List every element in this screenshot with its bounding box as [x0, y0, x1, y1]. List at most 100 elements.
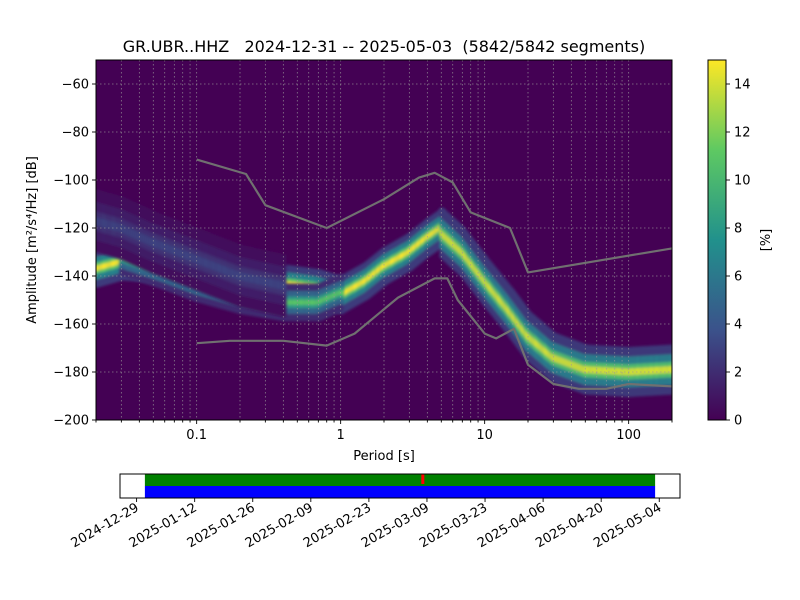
x-axis-label: Period [s]	[353, 449, 415, 464]
y-tick-label: −180	[53, 366, 89, 381]
timeline-ticks: 2024-12-292025-01-122025-01-262025-02-09…	[69, 498, 664, 551]
timeline-frame	[119, 473, 681, 499]
low-noise-model-line	[196, 277, 672, 390]
colorbar-tick-label: 12	[734, 126, 751, 141]
x-axis: 0.1 1 10 100	[95, 420, 673, 443]
density-cell	[632, 368, 638, 375]
x-tick-label: 10	[476, 428, 493, 443]
density-cell	[183, 250, 189, 260]
density-cell	[219, 264, 224, 273]
density-cell	[251, 274, 257, 284]
density-cell	[278, 280, 284, 290]
x-tick-label: 100	[616, 428, 641, 443]
density-cell	[664, 366, 670, 374]
density-cell	[618, 368, 624, 375]
density-cell	[621, 368, 627, 375]
x-tick-label: 1	[337, 428, 345, 443]
density-cell	[594, 366, 600, 374]
colorbar-tick-label: 2	[734, 366, 742, 381]
density-cell	[235, 270, 241, 280]
density-cell	[651, 367, 656, 374]
density-cell	[197, 256, 203, 265]
density-cell	[615, 368, 621, 375]
density-cell	[167, 244, 173, 253]
density-cell	[653, 367, 659, 374]
density-layer	[96, 189, 672, 397]
colorbar-tick-label: 0	[734, 414, 742, 429]
y-axis-label: Amplitude [m²/s⁴/Hz] [dB]	[25, 156, 40, 324]
density-cell	[243, 273, 249, 282]
density-cell	[629, 368, 635, 376]
density-cell	[181, 249, 187, 259]
density-cell	[202, 258, 208, 267]
density-cell	[156, 240, 162, 249]
density-cell	[164, 243, 170, 252]
timeline-bar-top	[144, 474, 656, 486]
density-cell	[645, 367, 651, 375]
density-cell	[221, 265, 227, 274]
density-cell	[191, 253, 197, 263]
y-tick-label: −200	[53, 414, 89, 429]
density-cell	[205, 259, 211, 268]
timeline-bar-bottom	[144, 486, 656, 498]
density-cell	[667, 366, 672, 374]
density-cell	[267, 278, 273, 287]
y-tick-label: −100	[53, 174, 89, 189]
density-cell	[210, 261, 216, 270]
grid-layer	[95, 60, 673, 421]
colorbar-label: [%]	[759, 229, 774, 252]
density-cell	[265, 277, 271, 287]
density-ridge	[439, 207, 672, 397]
density-cell	[642, 367, 648, 375]
y-tick-label: −140	[53, 270, 89, 285]
density-cell	[254, 275, 260, 284]
density-cell	[583, 366, 589, 373]
y-tick-label: −80	[62, 126, 89, 141]
density-cell	[262, 277, 268, 286]
density-cell	[213, 262, 219, 271]
density-cell	[637, 368, 643, 375]
y-axis: −60 −80 −100 −120 −140 −160 −180 −200	[53, 78, 96, 429]
x-tick-label: 0.1	[186, 428, 207, 443]
colorbar: 0 2 4 6 8 10 12 14 [%]	[707, 59, 774, 429]
timeline: 2024-12-292025-01-122025-01-262025-02-09…	[69, 473, 681, 551]
density-cell	[338, 290, 344, 296]
colorbar-tick-label: 4	[734, 318, 742, 333]
timeline-marker	[421, 474, 425, 484]
density-cell	[186, 251, 192, 261]
density-cell	[189, 252, 195, 262]
colorbar-tick-label: 14	[734, 78, 751, 93]
density-cell	[607, 367, 613, 375]
colorbar-tick-label: 8	[734, 222, 742, 237]
density-cell	[240, 272, 246, 281]
density-cell	[232, 269, 238, 279]
colorbar-tick-label: 10	[734, 174, 751, 189]
density-cell	[613, 367, 619, 375]
colorbar-ticks: 0 2 4 6 8 10 12 14	[726, 78, 751, 429]
density-cell	[610, 367, 616, 375]
density-cell	[623, 368, 629, 376]
density-cell	[208, 260, 214, 269]
density-cell	[281, 281, 287, 290]
density-cell	[248, 274, 254, 283]
density-cell	[216, 263, 222, 272]
density-cell	[175, 247, 181, 257]
density-cell	[659, 366, 665, 374]
density-cell	[640, 367, 646, 375]
density-cell	[257, 276, 262, 285]
y-tick-label: −120	[53, 222, 89, 237]
density-cell	[670, 366, 672, 373]
density-cell	[200, 257, 206, 266]
density-cell	[173, 246, 178, 255]
density-cell	[194, 255, 200, 264]
colorbar-tick-label: 6	[734, 270, 742, 285]
density-cell	[246, 273, 252, 282]
density-cell	[591, 366, 597, 374]
density-cell	[170, 245, 176, 254]
density-cell	[151, 238, 157, 247]
density-cell	[178, 248, 184, 258]
density-cell	[634, 368, 640, 375]
high-noise-model-line	[196, 158, 672, 274]
density-cell	[656, 367, 662, 374]
